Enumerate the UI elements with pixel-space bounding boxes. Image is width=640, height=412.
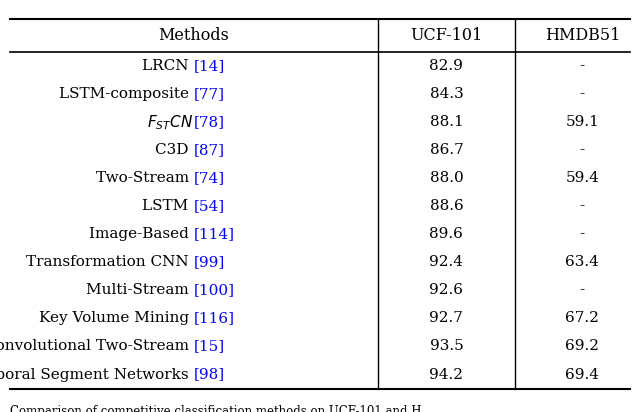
Text: 59.4: 59.4 — [566, 171, 599, 185]
Text: 93.5: 93.5 — [429, 339, 463, 353]
Text: [74]: [74] — [193, 171, 225, 185]
Text: 94.2: 94.2 — [429, 368, 463, 382]
Text: 67.2: 67.2 — [566, 311, 599, 325]
Text: [99]: [99] — [193, 255, 225, 269]
Text: [15]: [15] — [193, 339, 225, 353]
Text: -: - — [580, 283, 585, 297]
Text: 59.1: 59.1 — [566, 115, 599, 129]
Text: Temporal Segment Networks: Temporal Segment Networks — [0, 368, 193, 382]
Text: Key Volume Mining: Key Volume Mining — [38, 311, 193, 325]
Text: [14]: [14] — [193, 59, 225, 73]
Text: -: - — [580, 143, 585, 157]
Text: [114]: [114] — [193, 227, 235, 241]
Text: [87]: [87] — [193, 143, 225, 157]
Text: 92.4: 92.4 — [429, 255, 463, 269]
Text: -: - — [580, 227, 585, 241]
Text: 84.3: 84.3 — [429, 87, 463, 101]
Text: LRCN: LRCN — [142, 59, 193, 73]
Text: 63.4: 63.4 — [566, 255, 599, 269]
Text: Methods: Methods — [158, 27, 229, 44]
Text: 88.0: 88.0 — [429, 171, 463, 185]
Text: C3D: C3D — [156, 143, 193, 157]
Text: $\it{F}_{ST}\it{CN}$: $\it{F}_{ST}\it{CN}$ — [147, 113, 193, 132]
Text: [116]: [116] — [193, 311, 235, 325]
Text: HMDB51: HMDB51 — [545, 27, 620, 44]
Text: -: - — [580, 87, 585, 101]
Text: LSTM-composite: LSTM-composite — [59, 87, 193, 101]
Text: -: - — [580, 199, 585, 213]
Text: Two-Stream: Two-Stream — [95, 171, 193, 185]
Text: Convolutional Two-Stream: Convolutional Two-Stream — [0, 339, 193, 353]
Text: Comparison of competitive classification methods on UCF-101 and H...: Comparison of competitive classification… — [10, 405, 433, 412]
Text: 69.2: 69.2 — [565, 339, 600, 353]
Text: -: - — [580, 59, 585, 73]
Text: [77]: [77] — [193, 87, 225, 101]
Text: Transformation CNN: Transformation CNN — [26, 255, 193, 269]
Text: [98]: [98] — [193, 368, 225, 382]
Text: [100]: [100] — [193, 283, 235, 297]
Text: 82.9: 82.9 — [429, 59, 463, 73]
Text: LSTM: LSTM — [143, 199, 193, 213]
Text: Multi-Stream: Multi-Stream — [86, 283, 193, 297]
Text: 92.7: 92.7 — [429, 311, 463, 325]
Text: Image-Based: Image-Based — [89, 227, 193, 241]
Text: UCF-101: UCF-101 — [410, 27, 483, 44]
Text: 69.4: 69.4 — [565, 368, 600, 382]
Text: 86.7: 86.7 — [429, 143, 463, 157]
Text: 88.6: 88.6 — [429, 199, 463, 213]
Text: [78]: [78] — [193, 115, 225, 129]
Text: 92.6: 92.6 — [429, 283, 463, 297]
Text: 89.6: 89.6 — [429, 227, 463, 241]
Text: 88.1: 88.1 — [429, 115, 463, 129]
Text: [54]: [54] — [193, 199, 225, 213]
